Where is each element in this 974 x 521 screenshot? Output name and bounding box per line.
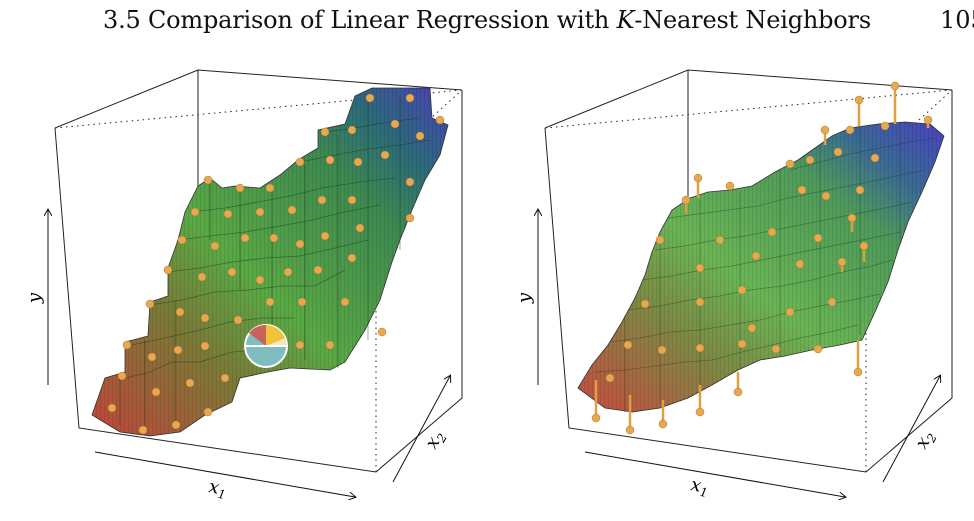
left-x2-axis-label: x2	[421, 427, 450, 454]
right-training-points	[591, 81, 933, 435]
right-x1-axis-label: x1	[689, 474, 711, 500]
page-header: 3.5 Comparison of Linear Regression with…	[0, 0, 974, 36]
right-axes	[538, 210, 940, 497]
page-number: 105	[940, 6, 974, 34]
right-y-axis-label: y	[514, 292, 535, 304]
right-x2-axis-label: x2	[911, 427, 940, 454]
knn-smooth-surface	[577, 121, 945, 413]
left-plot: y x1 x2	[24, 69, 463, 502]
right-plot: y x1 x2	[514, 69, 953, 500]
left-training-points	[107, 93, 445, 435]
left-y-axis-label: y	[24, 292, 45, 304]
section-title: 3.5 Comparison of Linear Regression with…	[103, 6, 871, 34]
knn-step-surface	[91, 87, 449, 437]
left-x1-axis-label: x1	[207, 476, 229, 502]
left-axes	[48, 210, 450, 497]
pie-chart-icon[interactable]	[244, 324, 288, 368]
